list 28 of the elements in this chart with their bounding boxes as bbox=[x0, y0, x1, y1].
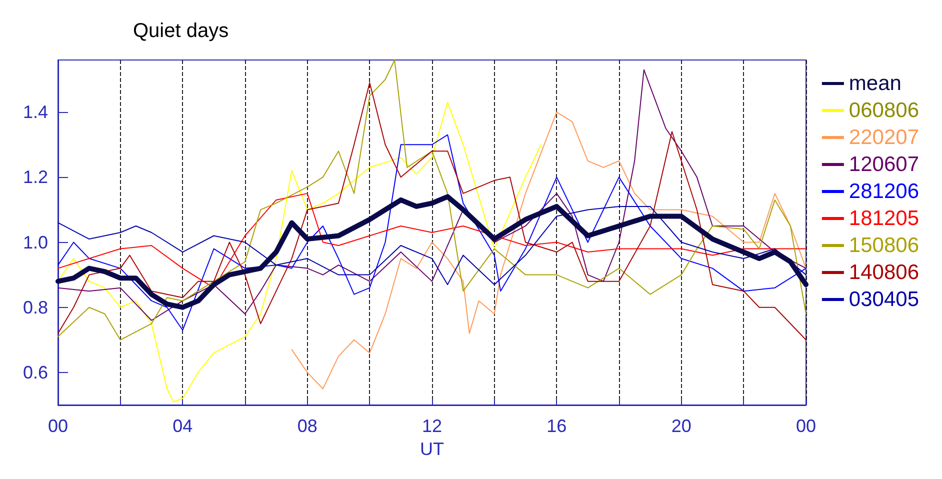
y-tick-label: 1.0 bbox=[22, 232, 48, 252]
line-series bbox=[58, 192, 806, 288]
x-tick-label: 00 bbox=[48, 416, 68, 436]
legend-label: 220207 bbox=[848, 126, 920, 149]
legend-label: 030405 bbox=[848, 288, 920, 311]
legend-label: mean bbox=[848, 72, 902, 95]
line-series bbox=[291, 112, 806, 390]
legend-label: 150806 bbox=[848, 234, 920, 257]
legend-label: 140806 bbox=[848, 261, 920, 284]
x-tick-label: 20 bbox=[671, 416, 692, 436]
legend-label: 060806 bbox=[848, 99, 920, 122]
line-series bbox=[58, 134, 806, 331]
line-series bbox=[58, 206, 806, 286]
x-tick-label: 16 bbox=[546, 416, 567, 436]
legend-label: 281206 bbox=[848, 180, 920, 203]
y-tick-label: 1.4 bbox=[22, 102, 48, 122]
legend-label: 120607 bbox=[848, 153, 920, 176]
y-tick-label: 1.2 bbox=[22, 167, 48, 188]
line-series bbox=[58, 102, 542, 402]
x-tick-label: 04 bbox=[172, 416, 193, 436]
x-tick-label: 12 bbox=[422, 416, 442, 436]
x-axis-title: UT bbox=[420, 438, 444, 459]
legend-label: 181205 bbox=[848, 207, 920, 230]
chart-title: Quiet days bbox=[133, 20, 229, 42]
x-tick-label: 08 bbox=[297, 416, 318, 436]
x-tick-label: 00 bbox=[796, 416, 816, 436]
y-tick-label: 0.6 bbox=[22, 362, 48, 382]
y-tick-label: 0.8 bbox=[22, 297, 48, 318]
